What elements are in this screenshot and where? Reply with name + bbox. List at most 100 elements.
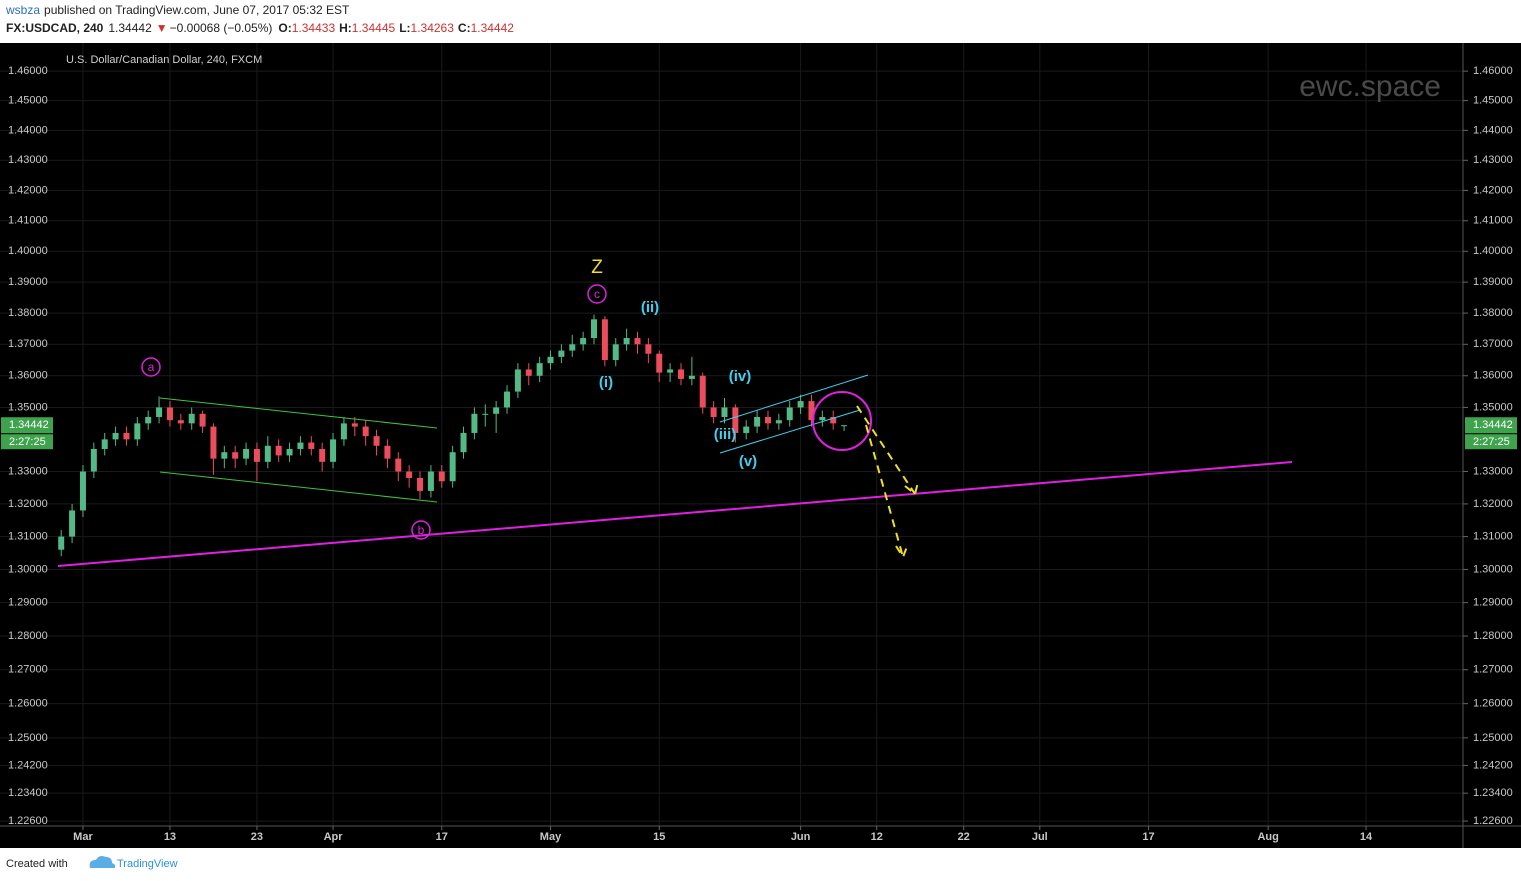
candle-body [786,407,793,421]
candle-body [243,448,250,459]
candle-body [721,407,728,417]
countdown-box [1465,434,1517,450]
header-line1: wsbza published on TradingView.com, June … [5,3,350,17]
wave-label: a [148,360,155,374]
logo [89,856,116,868]
x-tick-label: 12 [871,831,883,843]
candle-body [188,413,195,424]
wave-label: (iv) [729,368,752,385]
candle-body [699,375,706,408]
candle-body [536,363,543,376]
y-tick-label: 1.43000 [8,154,48,166]
candle-body [504,391,511,408]
channel-line [719,374,869,423]
y-tick-label-right: 1.33000 [1473,465,1513,477]
channel-line [159,397,438,429]
l-value: 1.34263 [411,21,455,35]
x-tick-label: 17 [1142,831,1154,843]
y-tick-label: 1.40000 [8,245,48,257]
y-tick-label-right: 1.28000 [1473,630,1513,642]
wave-circle [587,284,607,304]
projection-arrow [856,405,919,496]
wave-label: (i) [599,374,613,391]
c-value: 1.34442 [471,21,515,35]
y-tick-label-right: 1.29000 [1473,597,1513,609]
candle-body [156,407,163,417]
symbol: FX:USDCAD, 240 [6,21,104,35]
candle-body [808,401,815,421]
candle-body [514,369,521,392]
candle-body [677,369,684,379]
y-tick-label: 1.24200 [8,759,48,771]
y-tick-label: 1.44000 [8,124,48,136]
y-tick-label-right: 1.46000 [1473,65,1513,77]
watermark: ewc.space [1299,70,1441,103]
wave-label: (ii) [641,299,659,316]
candle-body [710,407,717,417]
y-tick-label: 1.35000 [8,401,48,413]
x-tick-label: 14 [1360,831,1373,843]
x-tick-label: Jun [791,831,811,843]
y-tick-label-right: 1.24200 [1473,759,1513,771]
footer-created: Created with [6,858,68,870]
y-tick-label-right: 1.30000 [1473,563,1513,575]
last-price-label: 1.34442 [1473,419,1513,431]
candle-body [667,369,674,373]
y-tick-label: 1.42000 [8,184,48,196]
candle-body [145,416,152,424]
candle-body [253,448,260,462]
x-tick-label: Aug [1257,831,1278,843]
chart-title: U.S. Dollar/Canadian Dollar, 240, FXCM [66,54,262,66]
last-price-box [1465,417,1517,434]
footer-bg [0,848,1521,881]
y-tick-label-right: 1.45000 [1473,95,1513,107]
candle-body [58,536,65,550]
wave-label: (iii) [714,426,737,443]
candle-body [471,413,478,433]
candle-body [199,413,206,427]
candle-body [123,432,130,440]
y-tick-label: 1.39000 [8,276,48,288]
candle-body [580,338,587,345]
countdown-label: 2:27:25 [1473,436,1510,448]
y-tick-label-right: 1.44000 [1473,124,1513,136]
candle-body [384,445,391,459]
footer-brand[interactable]: TradingView [117,858,178,870]
candle-body [297,442,304,449]
candle-body [743,426,750,433]
y-tick-label-right: 1.25000 [1473,732,1513,744]
channel-line [719,409,861,454]
candle-body [547,356,554,364]
y-tick-label-right: 1.35000 [1473,401,1513,413]
x-tick-label: 15 [653,831,665,843]
candle-body [177,420,184,424]
x-tick-label: 13 [164,831,176,843]
wave-circle [141,357,161,377]
wave-label: Z [591,257,603,278]
y-tick-label-right: 1.43000 [1473,154,1513,166]
candle-body [340,423,347,440]
publisher: wsbza [5,3,40,17]
y-tick-label-right: 1.26000 [1473,698,1513,710]
y-tick-label: 1.45000 [8,95,48,107]
o-value: 1.34433 [292,21,336,35]
candle-body [645,344,652,354]
y-tick-label: 1.28000 [8,630,48,642]
y-tick-label-right: 1.37000 [1473,338,1513,350]
highlight-circle [812,391,872,451]
x-tick-label: 17 [436,831,448,843]
x-tick-label: Mar [73,831,93,843]
c-label: C: [458,21,471,35]
candle-body [623,338,630,345]
candle-body [362,426,369,437]
candle-body [764,416,771,424]
y-tick-label: 1.33000 [8,465,48,477]
channel-line [159,471,438,503]
candle-body [688,375,695,379]
last-price-label: 1.34442 [9,419,49,431]
candle-body [232,452,239,459]
y-tick-label-right: 1.22600 [1473,815,1513,827]
y-tick-label: 1.29000 [8,597,48,609]
candle-body [569,344,576,351]
candle-body [460,432,467,453]
